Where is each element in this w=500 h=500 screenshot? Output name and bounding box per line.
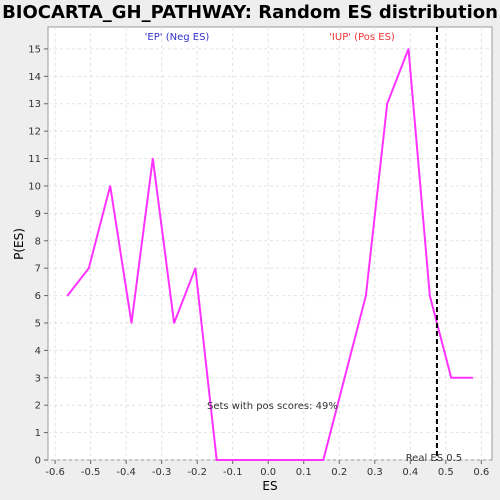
data-point: [429, 295, 431, 297]
data-point: [365, 295, 367, 297]
data-point: [88, 267, 90, 269]
pos-es-label: 'IUP' (Pos ES): [329, 32, 395, 43]
y-tick-label: 4: [35, 346, 41, 357]
x-tick-label: 0.3: [367, 467, 383, 478]
data-point: [67, 295, 69, 297]
data-point: [303, 459, 305, 461]
x-tick-label: -0.2: [187, 467, 207, 478]
x-tick-label: 0.5: [438, 467, 454, 478]
data-point: [408, 48, 410, 50]
x-tick-label: -0.5: [81, 467, 101, 478]
data-point: [322, 459, 324, 461]
y-tick-label: 1: [35, 428, 41, 439]
x-tick-label: 0.1: [296, 467, 312, 478]
data-point: [109, 185, 111, 187]
y-tick-label: 5: [35, 318, 41, 329]
data-point: [472, 377, 474, 379]
data-point: [216, 459, 218, 461]
data-point: [450, 377, 452, 379]
neg-es-label: 'EP' (Neg ES): [145, 32, 210, 43]
pos-scores-annotation: Sets with pos scores: 49%: [207, 401, 338, 412]
chart-title: BIOCARTA_GH_PATHWAY: Random ES distribut…: [2, 2, 498, 23]
data-point: [195, 267, 197, 269]
y-tick-label: 3: [35, 373, 41, 384]
x-tick-label: -0.3: [152, 467, 172, 478]
y-tick-label: 11: [28, 154, 41, 165]
x-tick-label: 0.6: [473, 467, 489, 478]
y-tick-label: 7: [35, 264, 41, 275]
x-tick-label: -0.6: [45, 467, 65, 478]
y-tick-label: 12: [28, 127, 41, 138]
y-axis-label: P(ES): [12, 228, 26, 260]
data-point: [131, 322, 133, 324]
y-tick-label: 14: [28, 72, 41, 83]
y-tick-label: 6: [35, 291, 41, 302]
y-tick-label: 0: [35, 456, 41, 467]
data-point: [386, 103, 388, 105]
y-tick-label: 13: [28, 99, 41, 110]
y-tick-label: 2: [35, 401, 41, 412]
data-point: [237, 459, 239, 461]
y-tick-label: 15: [28, 44, 41, 55]
x-tick-label: 0.4: [402, 467, 418, 478]
x-axis-label: ES: [262, 479, 277, 493]
x-tick-label: -0.4: [116, 467, 136, 478]
data-point: [152, 158, 154, 160]
y-tick-label: 9: [35, 209, 41, 220]
y-tick-label: 8: [35, 236, 41, 247]
data-point: [173, 322, 175, 324]
y-tick-label: 10: [28, 181, 41, 192]
x-tick-label: -0.1: [223, 467, 243, 478]
real-es-label: Real ES 0.5: [406, 453, 462, 464]
data-point: [267, 459, 269, 461]
x-tick-label: 0.0: [260, 467, 276, 478]
x-tick-label: 0.2: [331, 467, 347, 478]
